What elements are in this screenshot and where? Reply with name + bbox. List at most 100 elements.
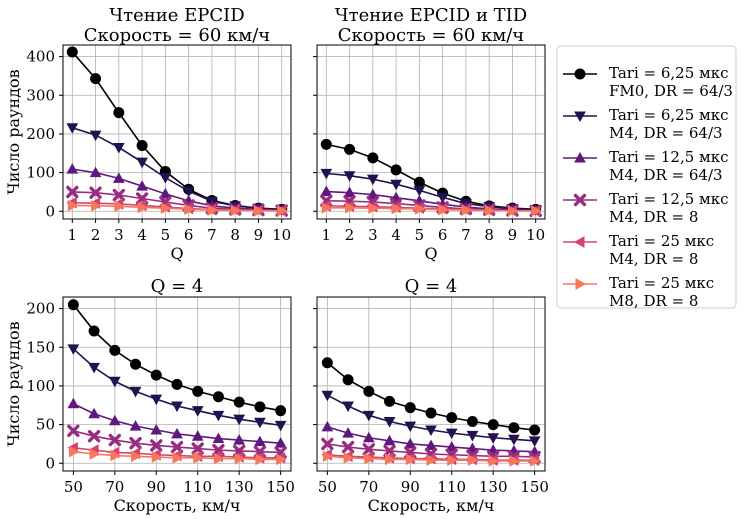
data-point (466, 416, 478, 428)
x-tick-label: 150 (520, 478, 549, 496)
legend-marker (574, 151, 586, 163)
data-point (233, 396, 245, 408)
x-tick-label: 6 (184, 226, 194, 244)
series-line (72, 126, 282, 211)
x-tick-label: 4 (391, 226, 401, 244)
data-point (321, 201, 333, 214)
data-point (212, 391, 224, 403)
data-point (113, 107, 125, 119)
data-point (321, 420, 334, 432)
data-point (150, 394, 163, 406)
data-point (67, 344, 80, 355)
data-point (89, 186, 102, 199)
data-point (171, 427, 183, 439)
y-tick-label: 100 (26, 377, 55, 395)
data-point (507, 205, 519, 217)
x-tick-label: 70 (359, 478, 378, 496)
data-point (254, 417, 266, 429)
data-point (233, 414, 246, 426)
x-axis-label: Скорость, км/ч (114, 496, 241, 515)
data-point (390, 164, 402, 176)
x-axis-label: Q (424, 244, 437, 263)
data-point (447, 454, 458, 467)
x-tick-label: 90 (147, 478, 166, 496)
data-point (274, 420, 287, 432)
data-point (191, 430, 204, 441)
data-point (404, 437, 417, 449)
data-point (88, 362, 100, 374)
data-point (137, 201, 149, 214)
x-tick-label: 130 (225, 478, 254, 496)
series-3 (67, 397, 287, 448)
x-tick-label: 7 (207, 226, 217, 244)
data-point (89, 448, 101, 460)
data-point (275, 405, 287, 417)
data-point (508, 434, 520, 446)
plot-frame (62, 296, 292, 472)
data-point (367, 152, 379, 164)
data-point (170, 440, 184, 454)
data-point (136, 157, 148, 169)
data-point (90, 73, 102, 85)
data-point (66, 185, 79, 199)
data-point (184, 203, 195, 216)
data-point (487, 419, 499, 431)
data-point (342, 374, 354, 386)
data-point (66, 123, 79, 134)
series-2 (321, 390, 541, 447)
data-point (487, 433, 500, 444)
data-point (151, 451, 163, 463)
legend-marker (573, 236, 585, 248)
legend-label-line1: Tari = 12,5 мкс (609, 190, 728, 208)
legend-label-line2: M8, DR = 8 (609, 292, 698, 310)
y-tick-label: 150 (26, 338, 55, 356)
legend-marker (575, 278, 587, 290)
data-point (509, 455, 520, 467)
data-point (253, 205, 265, 217)
legend-marker (573, 193, 587, 207)
x-tick-label: 110 (183, 478, 212, 496)
plot-frame (62, 44, 292, 220)
data-point (66, 163, 79, 174)
data-point (341, 440, 355, 454)
data-point (484, 204, 496, 217)
data-point (89, 166, 102, 178)
data-point (404, 421, 417, 433)
x-tick-label: 10 (272, 226, 291, 244)
x-tick-label: 110 (437, 478, 466, 496)
data-point (362, 410, 375, 422)
data-point (108, 414, 121, 426)
data-point (362, 431, 375, 443)
data-point (391, 202, 403, 215)
chart-title: Чтение EPCID и TID (335, 5, 527, 26)
series-line (326, 362, 535, 431)
data-point (88, 325, 100, 337)
data-point (385, 453, 396, 466)
x-tick-label: 3 (114, 226, 124, 244)
legend-label-line1: Tari = 6,25 мкс (609, 106, 728, 124)
x-tick-label: 1 (68, 226, 78, 244)
x-tick-label: 50 (64, 478, 83, 496)
y-axis-label: Число раундов (4, 321, 23, 446)
data-point (320, 138, 332, 150)
series-line (326, 206, 536, 212)
chart-title: Q = 4 (405, 276, 458, 297)
y-tick-label: 50 (36, 416, 55, 434)
data-point (112, 188, 126, 202)
plot-frame (316, 44, 546, 220)
data-point (277, 205, 288, 217)
x-tick-label: 9 (508, 226, 518, 244)
data-point (160, 202, 172, 215)
data-point (320, 168, 333, 180)
data-point (488, 455, 500, 467)
data-point (342, 401, 354, 413)
data-point (171, 401, 183, 413)
data-point (131, 450, 142, 463)
